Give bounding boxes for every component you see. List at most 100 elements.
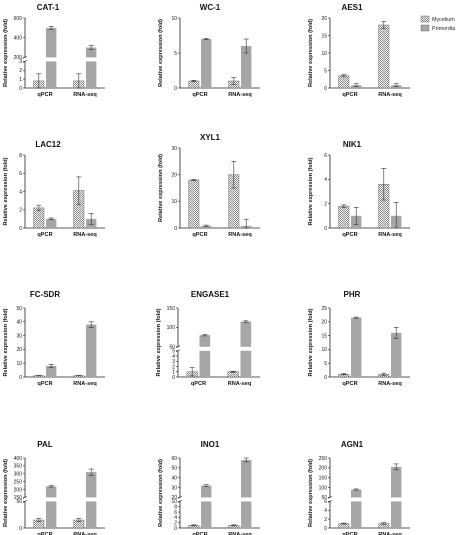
- x-tick-label: RNA-seq: [378, 381, 402, 387]
- bar-break-gap: [45, 497, 57, 502]
- y-tick-label: 10: [171, 16, 177, 22]
- y-axis-label: Relative expression (fold): [3, 157, 9, 225]
- bar-primordia-rna-seq: [391, 332, 402, 377]
- bar-break-gap: [240, 497, 252, 502]
- y-tick-label: 200: [14, 487, 23, 493]
- y-axis-label: Relative expression (fold): [3, 19, 9, 87]
- y-tick-label: 20: [16, 347, 22, 353]
- bar-break-gap: [390, 497, 402, 502]
- y-tick-label: 600: [14, 16, 23, 22]
- y-tick-label: 0: [324, 375, 327, 381]
- chart-title: AGN1: [341, 440, 364, 449]
- x-tick-label: qPCR: [342, 232, 357, 238]
- y-tick-label: 200: [319, 466, 328, 472]
- x-tick-label: qPCR: [37, 92, 52, 98]
- y-tick-label: 8: [174, 505, 177, 511]
- y-tick-label: 400: [14, 456, 23, 462]
- y-tick-label: 4: [174, 515, 177, 521]
- y-tick-label: 40: [16, 320, 22, 326]
- y-tick-label: 40: [171, 476, 177, 482]
- y-tick-label: 3: [172, 359, 175, 365]
- y-tick-label: 10: [171, 199, 177, 205]
- y-tick-label: 4: [324, 508, 327, 514]
- bar-primordia-qpcr: [201, 485, 212, 528]
- x-tick-label: RNA-seq: [73, 532, 97, 535]
- y-tick-label: 20: [321, 16, 327, 22]
- y-tick-label: 6: [174, 510, 177, 516]
- bar-primordia-qpcr: [201, 39, 212, 88]
- bar-mycelium-qpcr: [188, 179, 200, 229]
- chart-title: LAC12: [35, 140, 61, 149]
- bar-break-gap: [45, 57, 57, 62]
- bar-primordia-qpcr: [46, 218, 57, 228]
- legend: Mycelium Primordia: [420, 15, 455, 32]
- chart-title: PHR: [344, 290, 361, 299]
- y-axis-label: Relative expression (fold): [308, 157, 314, 225]
- bar-primordia-rna-seq: [241, 459, 252, 528]
- y-tick-label: 2: [324, 517, 327, 523]
- y-axis-label: Relative expression (fold): [3, 308, 9, 376]
- y-tick-label: 2: [174, 520, 177, 526]
- y-tick-label: 50: [169, 345, 175, 351]
- y-tick-label: 5: [324, 361, 327, 367]
- y-tick-label: 15: [321, 33, 327, 39]
- bar-primordia-qpcr: [199, 335, 211, 377]
- chart-title: WC-1: [200, 3, 221, 12]
- bar-primordia-rna-seq: [86, 47, 97, 88]
- legend-swatch-primordia: [420, 24, 430, 32]
- y-tick-label: 0: [19, 375, 22, 381]
- legend-label-mycelium: Mycelium: [432, 17, 455, 23]
- x-tick-label: RNA-seq: [378, 532, 402, 535]
- y-tick-label: 300: [14, 472, 23, 478]
- y-axis-label: Relative expression (fold): [308, 19, 314, 87]
- bar-primordia-qpcr: [351, 317, 362, 377]
- chart-panel-lac12: LAC12 Relative expression (fold) 0 2 4 6 8 qPCR…: [3, 140, 105, 238]
- chart-title: FC-SDR: [30, 290, 60, 299]
- chart-title: NIK1: [343, 140, 362, 149]
- bar-primordia-qpcr: [46, 486, 57, 528]
- y-tick-label: 100: [319, 485, 328, 491]
- y-tick-label: 250: [319, 456, 328, 462]
- y-tick-label: 0: [324, 526, 327, 532]
- chart-panel-aes1: AES1 Relative expression (fold) 0 5 10 15 20 qP…: [308, 3, 410, 98]
- bar-primordia-qpcr: [46, 365, 57, 377]
- x-tick-label: RNA-seq: [228, 232, 252, 238]
- x-tick-label: qPCR: [191, 381, 206, 387]
- x-tick-label: qPCR: [192, 92, 207, 98]
- y-tick-label: 4: [172, 354, 175, 360]
- y-tick-label: 6: [19, 171, 22, 177]
- bar-break-gap: [350, 497, 362, 502]
- y-tick-label: 0: [174, 86, 177, 92]
- y-tick-label: 20: [171, 495, 177, 501]
- y-tick-label: 2: [324, 201, 327, 207]
- y-tick-label: 5: [174, 51, 177, 57]
- chart-title: ENGASE1: [191, 290, 230, 299]
- legend-label-primordia: Primordia: [432, 26, 455, 32]
- x-tick-label: qPCR: [37, 532, 52, 535]
- y-tick-label: 4: [324, 177, 327, 183]
- y-tick-label: 5: [172, 349, 175, 355]
- y-axis-label: Relative expression (fold): [156, 308, 162, 376]
- y-tick-label: 150: [14, 495, 23, 501]
- chart-title: PAL: [37, 440, 53, 449]
- bar-primordia-qpcr: [351, 489, 362, 528]
- x-tick-label: RNA-seq: [73, 381, 97, 387]
- y-tick-label: 10: [16, 361, 22, 367]
- chart-panel-engase1: ENGASE1 Relative expression (fold) 0123455…: [156, 290, 260, 387]
- x-tick-label: qPCR: [37, 381, 52, 387]
- bar-break-gap: [200, 497, 212, 502]
- y-tick-label: 10: [171, 499, 177, 505]
- x-tick-label: qPCR: [37, 232, 52, 238]
- y-tick-label: 0: [174, 526, 177, 532]
- bar-break-gap: [240, 346, 252, 351]
- x-tick-label: qPCR: [192, 232, 207, 238]
- chart-panel-nik1: NIK1 Relative expression (fold) 0 2 4 6 qPCR RN…: [308, 140, 410, 238]
- y-tick-label: 6: [324, 499, 327, 505]
- y-axis-label: Relative expression (fold): [3, 459, 9, 527]
- y-tick-label: 1: [172, 370, 175, 376]
- bar-mycelium-qpcr: [338, 205, 350, 229]
- y-tick-label: 30: [171, 485, 177, 491]
- y-tick-label: 0: [174, 226, 177, 232]
